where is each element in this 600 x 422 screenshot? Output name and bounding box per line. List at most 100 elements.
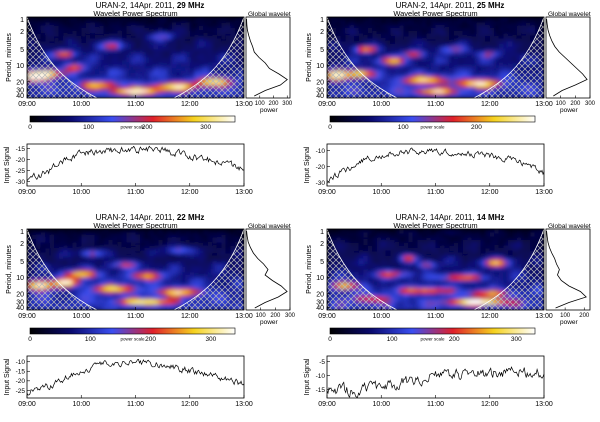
heatmap-cell [76, 35, 82, 40]
heatmap-cell [153, 81, 159, 85]
period-tick-label: 10 [16, 275, 24, 282]
heatmap-cell [99, 269, 105, 273]
heatmap-cell [426, 92, 432, 96]
heatmap-cell [153, 288, 159, 292]
heatmap-cell [363, 25, 369, 29]
heatmap-cell [440, 35, 446, 40]
heatmap-cell [180, 291, 186, 295]
heatmap-cell [458, 239, 464, 243]
heatmap-cell [162, 76, 168, 80]
global-wavelet-tick-label: 100 [256, 313, 267, 319]
heatmap-cell [94, 285, 100, 289]
heatmap-cell [412, 52, 418, 56]
heatmap-cell [72, 79, 78, 83]
heatmap-cell [363, 44, 369, 48]
heatmap-cell [180, 266, 186, 270]
heatmap-cell [234, 231, 240, 235]
heatmap-cell [426, 239, 432, 243]
heatmap-cell [162, 33, 168, 37]
heatmap-cell [408, 245, 414, 249]
heatmap-cell [412, 25, 418, 29]
heatmap-cell [203, 44, 209, 48]
heatmap-cell [180, 54, 186, 58]
heatmap-cell [149, 272, 155, 276]
heatmap-cell [185, 79, 191, 83]
heatmap-cell [367, 73, 373, 77]
heatmap-cell [176, 283, 182, 287]
heatmap-cell [453, 71, 459, 75]
heatmap-cell [153, 247, 159, 252]
heatmap-cell [99, 44, 105, 48]
heatmap-cell [112, 35, 118, 40]
heatmap-cell [449, 242, 455, 246]
heatmap-cell [121, 231, 127, 235]
heatmap-cell [112, 49, 118, 53]
heatmap-cell [498, 49, 504, 53]
heatmap-cell [207, 41, 213, 45]
heatmap-cell [444, 95, 450, 98]
heatmap-cell [539, 229, 544, 233]
heatmap-cell [153, 296, 159, 300]
heatmap-cell [140, 280, 146, 284]
heatmap-cell [399, 65, 405, 69]
heatmap-cell [189, 283, 195, 287]
heatmap-cell [54, 30, 60, 34]
heatmap-cell [36, 234, 42, 238]
heatmap-cell [81, 35, 87, 40]
heatmap-cell [180, 44, 186, 48]
heatmap-cell [149, 301, 155, 306]
heatmap-cell [117, 17, 123, 21]
heatmap-cell [117, 35, 123, 40]
heatmap-cell [462, 30, 468, 34]
heatmap-cell [453, 41, 459, 45]
heatmap-cell [385, 73, 391, 77]
heatmap-cell [94, 231, 100, 235]
heatmap-cell [108, 30, 114, 34]
heatmap-cell [462, 46, 468, 50]
heatmap-cell [54, 250, 60, 254]
heatmap-cell [130, 73, 136, 77]
heatmap-cell [408, 54, 414, 58]
heatmap-cell [135, 79, 141, 83]
heatmap-cell [435, 54, 441, 58]
heatmap-cell [76, 57, 82, 61]
heatmap-cell [467, 87, 473, 91]
heatmap-cell [76, 62, 82, 67]
heatmap-cell [112, 307, 118, 310]
heatmap-cell [117, 65, 123, 69]
heatmap-cell [58, 274, 64, 279]
heatmap-cell [234, 229, 240, 233]
heatmap-cell [230, 22, 236, 26]
heatmap-cell [167, 239, 173, 243]
heatmap-cell [498, 234, 504, 238]
heatmap-cell [453, 57, 459, 61]
heatmap-cell [194, 79, 200, 83]
heatmap-cell [503, 229, 509, 233]
heatmap-cell [372, 38, 378, 42]
heatmap-cell [207, 57, 213, 61]
heatmap-cell [81, 81, 87, 85]
heatmap-cell [117, 57, 123, 61]
heatmap-cell [198, 234, 204, 238]
heatmap-cell [354, 46, 360, 50]
heatmap-cell [444, 239, 450, 243]
heatmap-cell [189, 19, 195, 23]
heatmap-cell [112, 41, 118, 45]
heatmap-cell [117, 41, 123, 45]
heatmap-cell [403, 245, 409, 249]
heatmap-cell [126, 247, 132, 252]
heatmap-cell [108, 283, 114, 287]
heatmap-cell [67, 247, 73, 252]
heatmap-cell [476, 17, 482, 21]
heatmap-cell [99, 266, 105, 270]
heatmap-cell [103, 25, 109, 29]
heatmap-cell [176, 25, 182, 29]
heatmap-cell [476, 84, 482, 88]
heatmap-cell [453, 81, 459, 85]
heatmap-cell [49, 239, 55, 243]
heatmap-cell [176, 87, 182, 91]
heatmap-cell [507, 54, 513, 58]
global-wavelet-line [246, 230, 288, 309]
heatmap-cell [390, 60, 396, 64]
heatmap-cell [112, 54, 118, 58]
